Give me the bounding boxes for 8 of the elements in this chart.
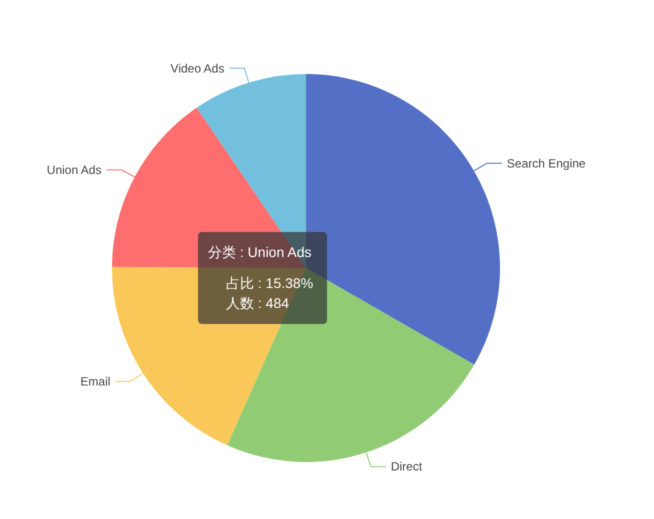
slice-label: Search Engine xyxy=(506,156,586,170)
text: 占比 : 15.38% xyxy=(226,275,314,291)
text: 人数 : 484 xyxy=(226,295,290,311)
text: 分类 : Union Ads xyxy=(208,244,312,260)
slice-label: Video Ads xyxy=(170,61,224,76)
slice-label: Union Ads xyxy=(46,162,102,177)
slice-label: Email xyxy=(80,374,110,388)
slice-label: Direct xyxy=(390,460,423,474)
